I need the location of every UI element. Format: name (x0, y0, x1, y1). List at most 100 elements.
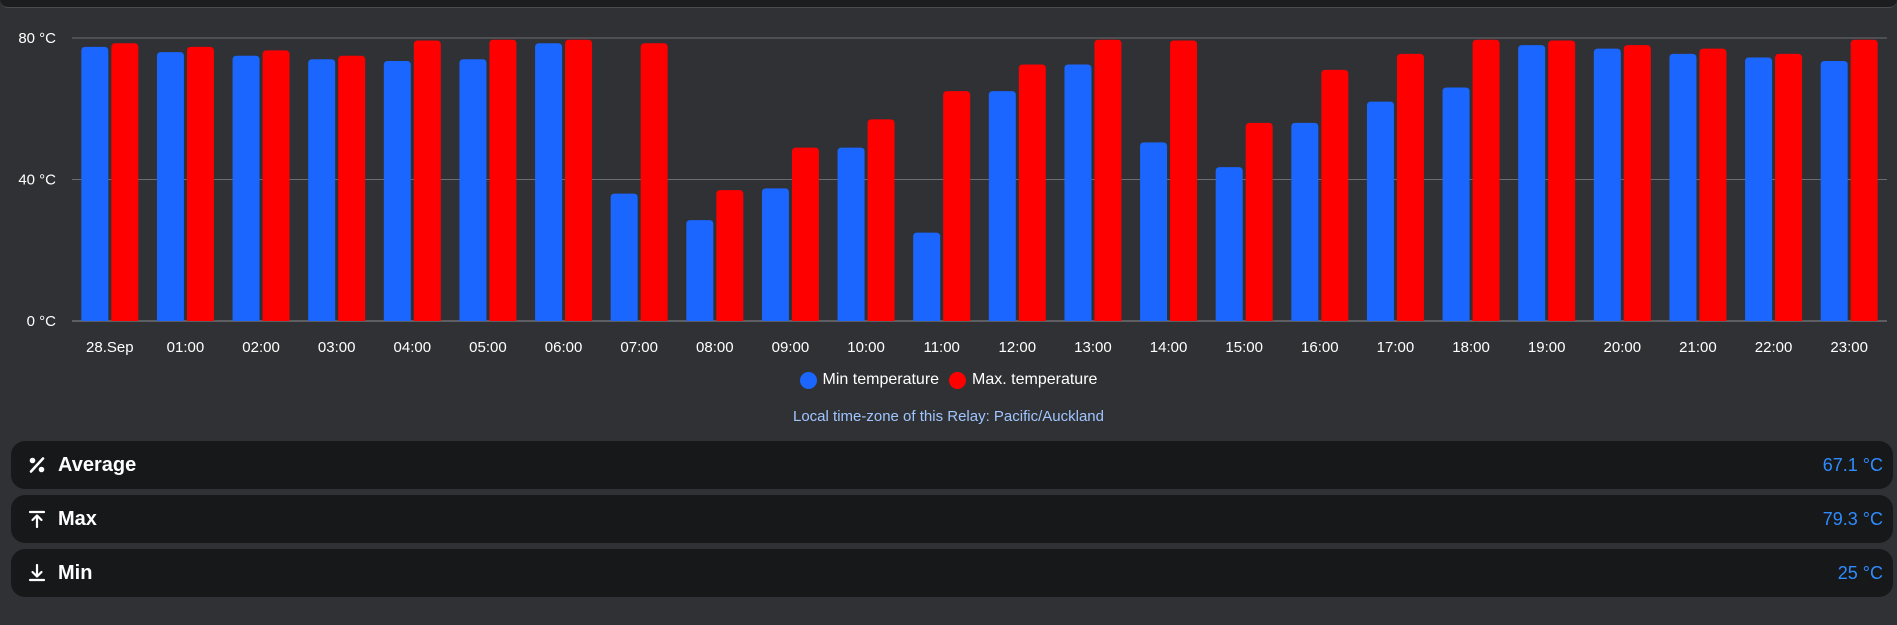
x-tick-label: 09:00 (772, 339, 810, 356)
x-tick-label: 16:00 (1301, 339, 1339, 356)
bar-max-12[interactable] (1018, 64, 1046, 321)
stat-row-average[interactable]: Average 67.1 °C (11, 441, 1893, 489)
bar-max-10[interactable] (867, 119, 895, 321)
bar-min-0[interactable] (81, 46, 109, 321)
stat-value-max: 79.3 °C (1822, 508, 1883, 529)
timezone-note: Local time-zone of this Relay: Pacific/A… (793, 408, 1104, 425)
bar-min-1[interactable] (156, 52, 184, 322)
bar-min-16[interactable] (1291, 122, 1319, 322)
bar-layer (81, 39, 1878, 322)
bar-max-5[interactable] (489, 39, 517, 322)
x-tick-label: 20:00 (1604, 339, 1642, 356)
arrow-down-to-line-icon (27, 563, 47, 583)
x-tick-label: 23:00 (1830, 339, 1868, 356)
stat-label-max: Max (58, 507, 97, 530)
bar-min-4[interactable] (383, 60, 411, 322)
bar-max-21[interactable] (1699, 48, 1727, 322)
legend-label-max: Max. temperature (972, 371, 1098, 388)
bar-max-11[interactable] (943, 91, 971, 321)
temperature-bar-chart: 0 °C 40 °C 80 °C 28.Sep 01:00 02:00 03:00 04:00… (18, 30, 1887, 356)
bar-max-17[interactable] (1396, 53, 1424, 321)
x-tick-label: 11:00 (923, 339, 959, 356)
x-tick-label: 22:00 (1755, 339, 1793, 356)
bar-max-1[interactable] (186, 46, 214, 321)
bar-min-5[interactable] (459, 59, 487, 321)
bar-min-10[interactable] (837, 147, 865, 321)
x-tick-label: 15:00 (1225, 339, 1263, 356)
bar-min-20[interactable] (1593, 48, 1621, 322)
chart-legend: Min temperature Max. temperature (0, 367, 1897, 393)
x-tick-label: 01:00 (167, 339, 205, 356)
x-tick-label: 07:00 (620, 339, 658, 356)
bar-min-12[interactable] (988, 91, 1016, 321)
bar-max-3[interactable] (338, 55, 366, 321)
grid-layer (72, 37, 1887, 322)
bar-min-23[interactable] (1820, 60, 1848, 322)
legend-swatch-max (949, 371, 967, 389)
stat-label-min: Min (58, 561, 93, 584)
stat-label-average: Average (58, 453, 137, 476)
bar-min-15[interactable] (1215, 167, 1243, 321)
x-tick-label: 18:00 (1452, 339, 1490, 356)
bar-max-18[interactable] (1472, 39, 1500, 322)
bar-min-13[interactable] (1064, 64, 1092, 321)
bar-min-8[interactable] (686, 220, 714, 321)
bar-max-8[interactable] (716, 190, 744, 321)
bar-min-3[interactable] (308, 59, 336, 321)
bar-max-16[interactable] (1321, 69, 1349, 322)
x-tick-label: 05:00 (469, 339, 507, 356)
bar-max-13[interactable] (1094, 39, 1122, 322)
bar-min-2[interactable] (232, 55, 260, 321)
top-panel-edge (0, 0, 1897, 8)
x-tick-label: 21:00 (1679, 339, 1717, 356)
bar-max-0[interactable] (111, 43, 139, 322)
bar-min-18[interactable] (1442, 87, 1470, 322)
x-tick-label: 08:00 (696, 339, 734, 356)
bar-max-4[interactable] (413, 40, 441, 321)
x-tick-label: 03:00 (318, 339, 356, 356)
y-tick-label: 0 °C (27, 313, 57, 330)
stat-value-average: 67.1 °C (1822, 454, 1883, 475)
x-tick-label: 17:00 (1377, 339, 1415, 356)
bar-max-23[interactable] (1850, 39, 1878, 322)
percent-icon (27, 455, 47, 475)
bar-min-21[interactable] (1669, 53, 1697, 321)
bar-max-20[interactable] (1623, 45, 1651, 321)
stat-value-min: 25 °C (1837, 562, 1883, 583)
bar-min-17[interactable] (1366, 101, 1394, 321)
x-tick-label: 13:00 (1074, 339, 1112, 356)
arrow-up-to-line-icon (27, 509, 47, 529)
stat-row-max[interactable]: Max 79.3 °C (11, 495, 1893, 543)
bar-min-22[interactable] (1745, 57, 1773, 322)
y-tick-label: 80 °C (18, 30, 56, 47)
x-tick-label: 10:00 (847, 339, 885, 356)
x-tick-label: 14:00 (1150, 339, 1188, 356)
legend-item-min-temperature[interactable]: Min temperature (799, 371, 940, 389)
bar-min-19[interactable] (1518, 45, 1546, 321)
x-tick-label: 12:00 (999, 339, 1037, 356)
label-layer: 0 °C 40 °C 80 °C 28.Sep 01:00 02:00 03:00 04:00… (18, 30, 1868, 356)
bar-min-7[interactable] (610, 193, 638, 321)
bar-max-14[interactable] (1170, 40, 1198, 321)
bar-max-7[interactable] (640, 43, 668, 322)
bar-max-19[interactable] (1548, 40, 1576, 321)
legend-label-min: Min temperature (822, 371, 940, 388)
bar-min-14[interactable] (1140, 142, 1168, 321)
bar-max-6[interactable] (565, 39, 593, 322)
bar-max-22[interactable] (1775, 53, 1803, 321)
x-tick-label: 02:00 (242, 339, 280, 356)
legend-swatch-min (799, 371, 817, 389)
x-tick-label: 06:00 (545, 339, 583, 356)
y-tick-label: 40 °C (18, 172, 56, 189)
bar-max-2[interactable] (262, 50, 290, 321)
bar-max-9[interactable] (791, 147, 819, 321)
bar-min-11[interactable] (913, 232, 941, 321)
bar-min-9[interactable] (761, 188, 789, 321)
bar-min-6[interactable] (535, 43, 563, 322)
x-tick-label: 19:00 (1528, 339, 1566, 356)
bar-max-15[interactable] (1245, 122, 1273, 322)
legend-item-max-temperature[interactable]: Max. temperature (949, 371, 1097, 389)
x-tick-label: 04:00 (394, 339, 432, 356)
stat-row-min[interactable]: Min 25 °C (11, 549, 1893, 597)
